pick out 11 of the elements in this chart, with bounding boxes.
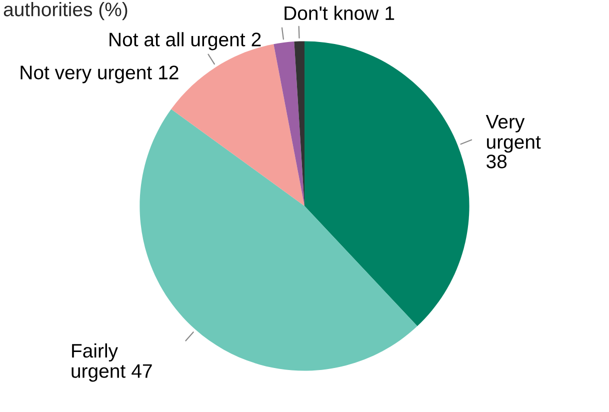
- data-label: 2: [252, 32, 261, 46]
- slice-label: Very urgent: [486, 115, 541, 153]
- chart-title: authorities (%): [4, 2, 128, 20]
- data-label: 38: [486, 154, 507, 168]
- slice-label: Don't know: [284, 6, 379, 20]
- data-label: 12: [159, 66, 178, 80]
- slice-label: Fairly urgent: [72, 343, 126, 382]
- slice-label: Not very urgent: [20, 66, 152, 84]
- data-label: 1: [386, 6, 394, 20]
- slice-label: Not at all urgent: [110, 32, 246, 50]
- data-label: 47: [132, 364, 152, 378]
